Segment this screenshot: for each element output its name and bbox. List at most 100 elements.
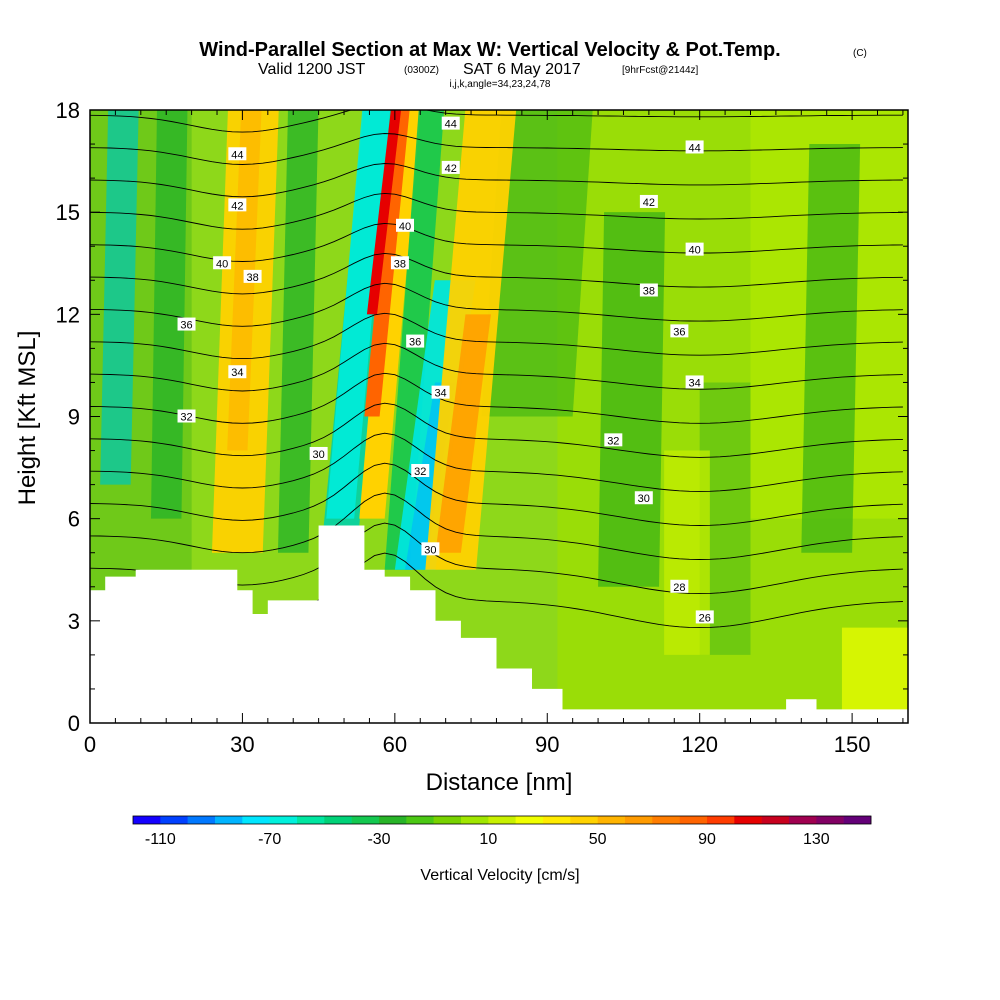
colorbar-tick-label: 10 <box>479 831 497 848</box>
y-axis-label: Height [Kft MSL] <box>14 331 41 506</box>
colorbar-tick-label: 50 <box>589 831 607 848</box>
field-region <box>366 110 402 315</box>
theta-label: 38 <box>243 269 262 284</box>
theta-label-box <box>604 433 623 447</box>
theta-label-box <box>685 242 704 256</box>
colorbar-swatch <box>652 816 680 824</box>
colorbar-swatch <box>789 816 817 824</box>
y-tick-label: 6 <box>68 507 80 532</box>
colorbar-swatch <box>242 816 270 824</box>
colorbar-swatch <box>351 816 380 824</box>
theta-contour <box>90 372 903 424</box>
theta-label-text: 30 <box>424 544 436 556</box>
theta-label: 26 <box>695 610 714 624</box>
colorbar-tick-label: -70 <box>258 831 281 848</box>
theta-label: 28 <box>670 579 689 594</box>
theta-contour <box>90 192 903 230</box>
colorbar-swatch <box>679 816 708 824</box>
theta-label-box <box>228 365 247 379</box>
theta-contour <box>90 133 903 165</box>
theta-label: 32 <box>604 433 623 447</box>
theta-label-box <box>421 542 440 556</box>
x-tick-label: 90 <box>535 732 559 757</box>
theta-label: 40 <box>396 218 415 233</box>
theta-label-text: 32 <box>607 435 619 447</box>
theta-label: 44 <box>441 116 460 131</box>
theta-contour <box>90 402 903 458</box>
theta-contour <box>90 282 903 327</box>
theta-label-box <box>309 446 328 460</box>
theta-contour <box>90 432 903 492</box>
theta-label-text: 30 <box>638 493 650 505</box>
field-region <box>277 110 319 553</box>
theta-contour <box>90 252 903 295</box>
theta-label: 30 <box>309 446 328 461</box>
theta-label-text: 44 <box>231 149 243 161</box>
terrain <box>90 525 908 723</box>
theta-label-box <box>228 198 247 212</box>
theta-contour <box>90 312 903 360</box>
title-mark: (C) <box>853 48 867 59</box>
x-tick-label: 60 <box>383 732 407 757</box>
subtitle-forecast: [9hrFcst@2144z] <box>622 65 699 76</box>
theta-label-text: 40 <box>688 245 700 257</box>
theta-label: 42 <box>639 194 658 209</box>
theta-contour <box>90 110 903 133</box>
y-tick-label: 18 <box>56 98 80 123</box>
y-tick-label: 9 <box>68 405 80 430</box>
theta-label-box <box>685 140 704 154</box>
y-tick-label: 12 <box>56 302 80 327</box>
theta-label-box <box>695 610 714 624</box>
theta-label: 34 <box>431 385 450 400</box>
theta-label: 36 <box>406 334 425 349</box>
theta-label-box <box>396 218 415 232</box>
field-region <box>150 110 188 519</box>
theta-label-text: 44 <box>688 142 700 154</box>
colorbar-swatch <box>406 816 434 824</box>
colorbar-swatch <box>515 816 544 824</box>
colorbar-swatch <box>215 816 243 824</box>
theta-contour <box>90 492 903 560</box>
y-tick-label: 15 <box>56 200 80 225</box>
colorbar-frame <box>132 815 872 825</box>
theta-label-text: 36 <box>409 337 421 349</box>
field-region <box>364 110 410 417</box>
theta-label-box <box>670 324 689 338</box>
x-tick-label: 150 <box>834 732 871 757</box>
theta-label: 44 <box>685 140 704 154</box>
colorbar-swatch <box>734 816 762 824</box>
theta-label-box <box>431 385 450 399</box>
theta-label-text: 36 <box>180 320 192 332</box>
theta-label-box <box>639 283 658 297</box>
theta-label-box <box>243 269 262 283</box>
theta-label: 30 <box>634 491 653 505</box>
field-region <box>100 110 139 485</box>
colorbar-swatch <box>597 816 626 824</box>
theta-label: 32 <box>411 463 430 478</box>
colorbar-swatch <box>707 816 735 824</box>
theta-label-text: 26 <box>699 612 711 624</box>
theta-label: 36 <box>670 324 689 338</box>
theta-label: 38 <box>639 283 658 297</box>
y-tick-label: 0 <box>68 711 80 736</box>
x-tick-label: 120 <box>681 732 718 757</box>
theta-label-text: 36 <box>673 326 685 338</box>
theta-label-text: 32 <box>414 466 426 478</box>
theta-label-text: 30 <box>313 449 325 461</box>
colorbar <box>132 815 872 825</box>
colorbar-swatch <box>461 816 489 824</box>
subtitle-utc: (0300Z) <box>404 65 439 76</box>
colorbar-swatch <box>843 816 872 824</box>
colorbar-swatch <box>488 816 516 824</box>
colorbar-tick-label: -110 <box>145 831 176 848</box>
colorbar-swatch <box>379 816 407 824</box>
theta-label-text: 44 <box>445 119 457 131</box>
pot-temp-contour-labels: 44 42 40 38 36 34 32 30 44 42 40 38 36 34 32 30 44 42 40 38… <box>177 116 714 624</box>
field-region <box>841 627 908 713</box>
theta-label-box <box>685 375 704 389</box>
colorbar-tick-label: 90 <box>698 831 716 848</box>
colorbar-label: Vertical Velocity [cm/s] <box>420 867 579 884</box>
field-region <box>598 212 666 587</box>
colorbar-swatch <box>269 816 298 824</box>
theta-label: 36 <box>177 317 196 332</box>
